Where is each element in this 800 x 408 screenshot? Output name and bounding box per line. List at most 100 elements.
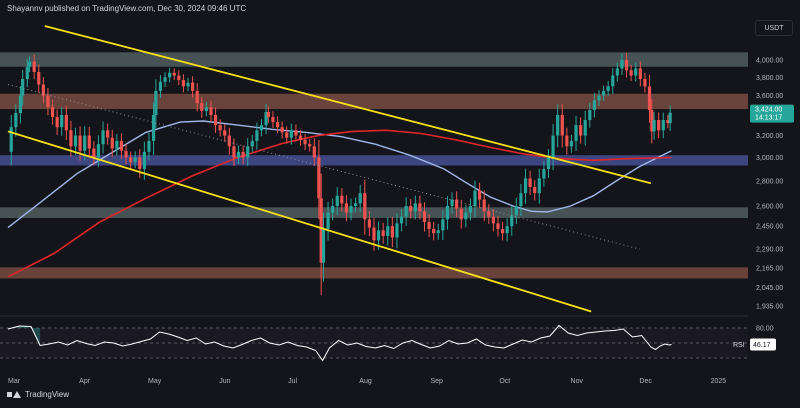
candle-body (565, 135, 569, 147)
candle-body (422, 211, 427, 223)
zone-support-2550 (0, 207, 748, 218)
candle-body (418, 203, 422, 212)
candle-body (250, 140, 254, 147)
time-tick-label: Dec (639, 378, 652, 385)
candle-body (482, 199, 486, 212)
candle-body (73, 135, 78, 147)
candle-body (427, 222, 431, 229)
candle-body (255, 130, 259, 141)
candle-body (542, 168, 546, 179)
price-tick-label: 2,600.00 (756, 204, 783, 211)
candle-body (294, 130, 298, 136)
candle-body (223, 130, 227, 136)
candle-body (647, 86, 652, 111)
candle-body (124, 150, 128, 158)
candle-body (46, 95, 50, 108)
time-tick-label: Sep (430, 378, 443, 385)
currency-selector[interactable]: USDT (755, 20, 793, 36)
candle-body (218, 125, 222, 131)
candle-layer (9, 52, 672, 296)
candle-body (588, 110, 592, 121)
candle-body (344, 203, 349, 213)
candle-body (505, 226, 509, 234)
candle-body (514, 206, 518, 216)
rsi-line (7, 324, 672, 362)
candle-body (390, 226, 394, 238)
trendline-channel-upper (44, 25, 652, 185)
price-tick-label: 3,000.00 (756, 155, 783, 162)
candle-body (69, 130, 73, 147)
candle-body (459, 208, 463, 220)
candle-body (546, 157, 551, 169)
candle-body (533, 186, 537, 194)
candle-body (661, 120, 665, 131)
candle-body (106, 130, 110, 138)
candle-body (496, 223, 500, 229)
candle-body (624, 59, 629, 71)
candle-body (147, 140, 151, 152)
candle-body (186, 82, 190, 87)
candle-body (620, 59, 624, 69)
candle-body (450, 199, 454, 207)
candle-body (634, 68, 638, 76)
candle-body (574, 125, 578, 141)
candle-body (491, 216, 495, 224)
candle-body (528, 178, 532, 187)
price-tick-label: 3,600.00 (756, 93, 783, 100)
candle-body (668, 112, 672, 124)
candle-body (317, 157, 321, 199)
candle-body (200, 103, 204, 112)
candle-body (37, 71, 41, 85)
time-tick-label: Jun (219, 378, 230, 385)
current-price-value: 3,424.00 (755, 107, 782, 114)
moving-average-blue (7, 120, 672, 229)
candle-body (195, 90, 199, 104)
zone-support-3000 (0, 155, 748, 166)
candle-body (477, 190, 482, 200)
tradingview-logo[interactable]: TradingView (7, 390, 69, 399)
candle-body (601, 90, 606, 96)
candle-body (354, 203, 358, 207)
candle-body (41, 84, 45, 96)
time-tick-label: Aug (359, 378, 372, 385)
candle-body (569, 140, 574, 147)
candle-body (432, 228, 436, 234)
candle-body (551, 135, 555, 158)
candle-body (275, 122, 280, 128)
candle-body (110, 137, 114, 149)
price-axis: 4,000.003,800.003,600.003,400.003,200.00… (756, 57, 783, 310)
zone-resistance-3500 (0, 93, 748, 110)
time-tick-label: Oct (499, 378, 510, 385)
candle-body (27, 61, 32, 67)
candle-body (151, 115, 156, 141)
candle-body (556, 115, 560, 136)
tradingview-logo-icon (7, 390, 21, 399)
candle-body (87, 135, 91, 149)
candle-body (358, 193, 362, 204)
candle-body (657, 120, 661, 131)
rsi-value: 46.17 (753, 342, 771, 349)
candle-body (321, 228, 326, 263)
price-tick-label: 2,800.00 (756, 178, 783, 185)
candle-body (209, 107, 213, 116)
price-tick-label: 2,290.00 (756, 247, 783, 254)
candle-body (259, 125, 264, 131)
candle-body (96, 144, 101, 158)
time-tick-label: Nov (571, 378, 584, 385)
candle-body (441, 219, 445, 231)
publisher-header: Shayannv published on TradingView.com, D… (7, 4, 247, 13)
candle-body (190, 82, 195, 91)
candle-body (32, 61, 36, 72)
candle-body (312, 146, 316, 158)
candle-body (168, 72, 172, 78)
candle-body (232, 146, 236, 158)
candle-body (264, 112, 268, 126)
candle-body (83, 135, 87, 151)
candle-body (213, 115, 218, 126)
price-tick-label: 3,800.00 (756, 75, 783, 82)
candle-body (523, 178, 528, 194)
candle-body (560, 115, 564, 136)
candle-body (363, 193, 367, 220)
